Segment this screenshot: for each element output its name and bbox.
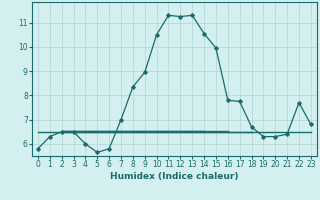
- X-axis label: Humidex (Indice chaleur): Humidex (Indice chaleur): [110, 172, 239, 181]
